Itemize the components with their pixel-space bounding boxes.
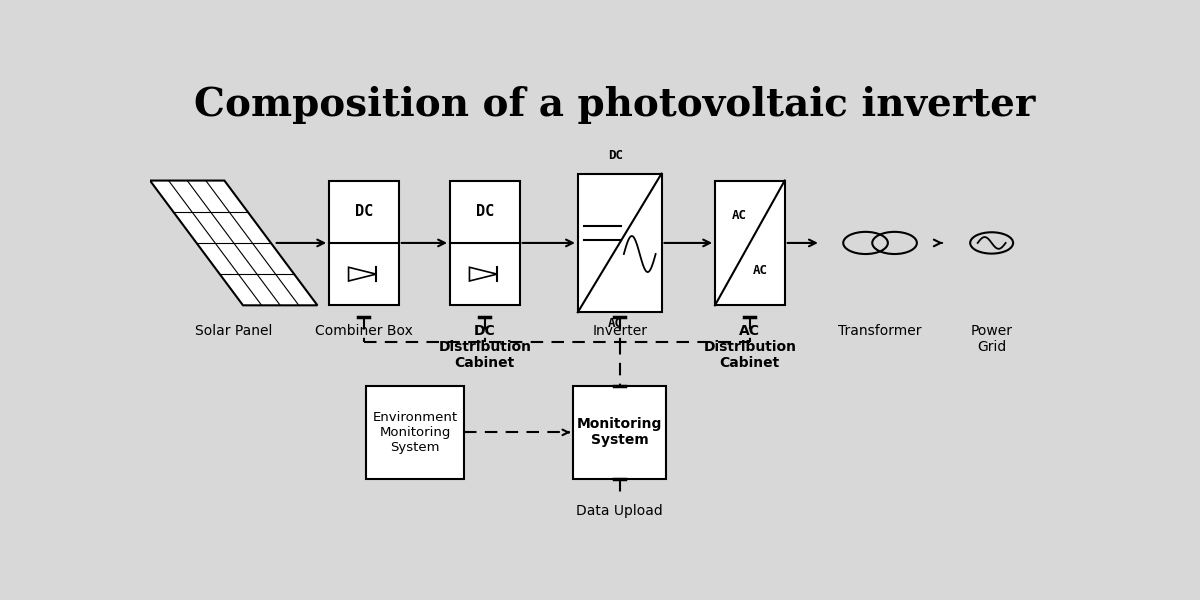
Text: AC
Distribution
Cabinet: AC Distribution Cabinet xyxy=(703,324,797,370)
Bar xyxy=(450,181,520,305)
Text: Inverter: Inverter xyxy=(592,324,647,338)
Text: Power
Grid: Power Grid xyxy=(971,324,1013,354)
Text: DC: DC xyxy=(608,149,623,162)
Text: Data Upload: Data Upload xyxy=(576,504,664,518)
Text: AC: AC xyxy=(608,317,623,330)
Text: Composition of a photovoltaic inverter: Composition of a photovoltaic inverter xyxy=(194,86,1036,124)
Text: Solar Panel: Solar Panel xyxy=(196,324,272,338)
Text: Transformer: Transformer xyxy=(839,324,922,338)
Text: Combiner Box: Combiner Box xyxy=(314,324,413,338)
Bar xyxy=(366,386,464,479)
Text: DC: DC xyxy=(355,204,373,219)
Text: DC
Distribution
Cabinet: DC Distribution Cabinet xyxy=(438,324,532,370)
Text: DC: DC xyxy=(475,204,494,219)
Bar xyxy=(715,181,785,305)
Text: Environment
Monitoring
System: Environment Monitoring System xyxy=(372,411,457,454)
Text: Monitoring
System: Monitoring System xyxy=(577,417,662,448)
Bar xyxy=(574,386,666,479)
Text: AC: AC xyxy=(732,209,746,222)
Polygon shape xyxy=(150,181,317,305)
Bar xyxy=(578,173,661,312)
Bar xyxy=(329,181,398,305)
Text: AC: AC xyxy=(752,264,768,277)
